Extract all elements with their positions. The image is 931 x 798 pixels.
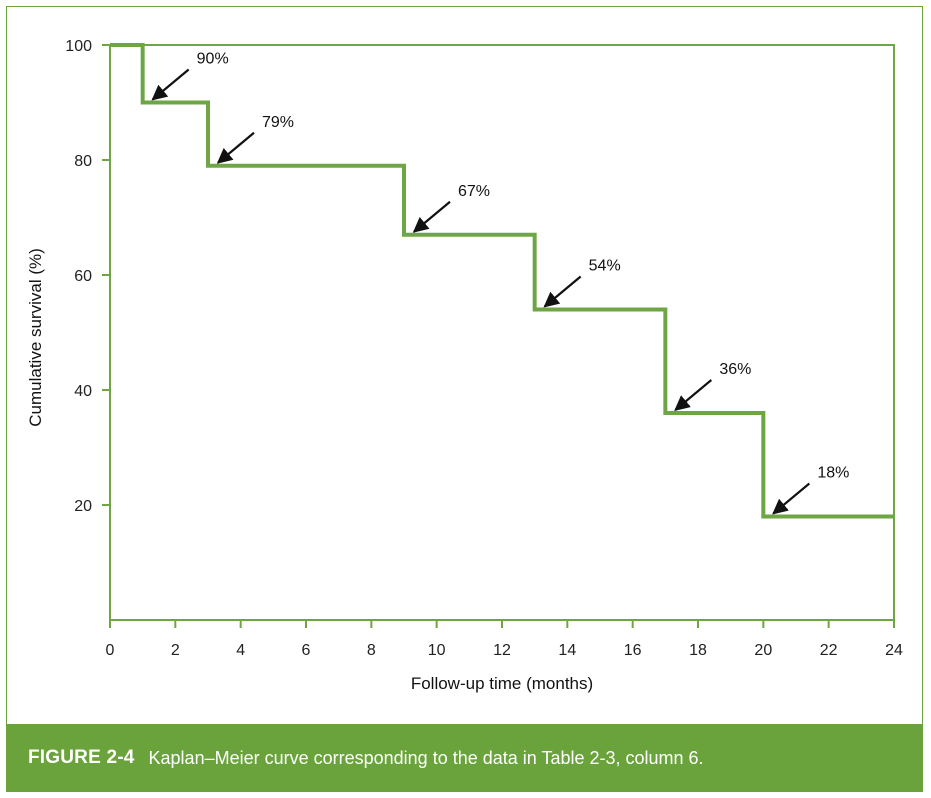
kaplan-meier-chart: 0 2 4 6 8 10 12 14 16 18 20 22 2420406080100Follow-u… [26,38,903,693]
x-tick-label-12: 12 [493,642,511,659]
x-tick-label-10: 10 [428,642,446,659]
annotation-label-9: 67% [458,183,490,200]
x-tick-label-16: 16 [624,642,642,659]
x-tick-label-14: 14 [558,642,576,659]
plot-area-border [109,44,895,621]
annotation-label-20: 18% [817,465,849,482]
x-tick-label-0: 0 [106,642,115,659]
x-tick-label-4: 4 [236,642,245,659]
x-tick-label-20: 20 [754,642,772,659]
x-axis-title: Follow-up time (months) [411,674,593,693]
x-tick-label-18: 18 [689,642,707,659]
x-tick-label-6: 6 [302,642,311,659]
y-tick-label-60: 60 [74,268,92,285]
annotation-arrow-1 [151,68,190,101]
annotation-label-1: 90% [197,51,229,68]
annotation-label-17: 36% [719,361,751,378]
x-tick-label-24: 24 [885,642,903,659]
annotation-arrow-13 [543,275,582,308]
caption-label: FIGURE 2-4 [28,747,135,768]
x-tick-label-22: 22 [820,642,838,659]
figure-caption: FIGURE 2-4 Kaplan–Meier curve correspond… [6,724,923,792]
y-tick-label-20: 20 [74,498,92,515]
y-tick-label-80: 80 [74,153,92,170]
figure-frame [6,6,923,792]
annotation-arrow-3 [216,131,255,164]
x-tick-label-2: 2 [171,642,180,659]
annotation-label-3: 79% [262,114,294,131]
caption-text: Kaplan–Meier curve corresponding to the … [148,747,704,768]
annotation-arrow-20 [772,482,811,515]
annotation-arrow-9 [412,200,451,233]
y-tick-label-40: 40 [74,383,92,400]
annotation-label-13: 54% [589,258,621,275]
x-tick-label-8: 8 [367,642,376,659]
annotation-arrow-17 [674,379,713,411]
survival-step-line-0 [110,43,894,519]
y-tick-label-100: 100 [65,38,92,55]
y-axis-title: Cumulative survival (%) [26,248,45,427]
